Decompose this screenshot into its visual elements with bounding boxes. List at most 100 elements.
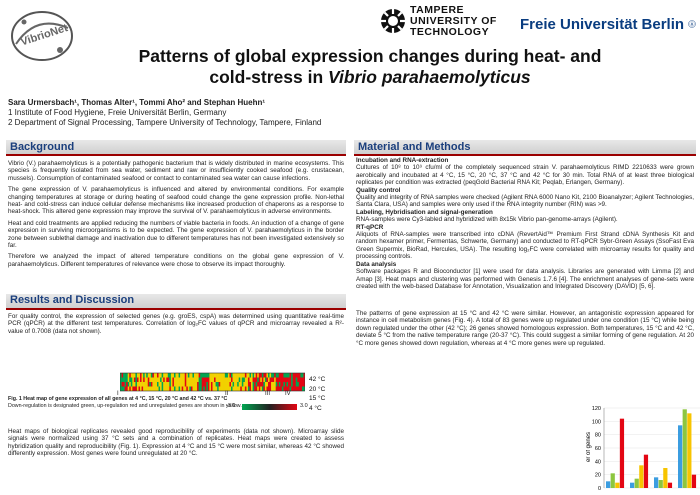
heatmap-cell xyxy=(281,382,284,387)
heatmap-cell xyxy=(126,386,129,391)
heatmap-cell xyxy=(238,382,241,387)
heatmap-cell xyxy=(200,373,203,378)
heatmap-cell xyxy=(186,377,189,382)
heatmap-cell xyxy=(243,377,246,382)
y-tick-label: 100 xyxy=(592,419,601,425)
heatmap-cell xyxy=(172,386,175,391)
heatmap-cell xyxy=(160,373,162,378)
heatmap-legend-min: -3.0 xyxy=(226,403,236,409)
heatmap-cell xyxy=(283,386,286,391)
heatmap-cell xyxy=(275,386,278,391)
heatmap-cell xyxy=(167,382,170,387)
heatmap-cell xyxy=(255,373,258,378)
heatmap-cell xyxy=(173,382,176,387)
heatmap-cell xyxy=(246,386,249,391)
heatmap-cell xyxy=(140,373,142,378)
heatmap-cell xyxy=(132,382,135,387)
heatmap-cell xyxy=(194,386,196,391)
heatmap-cell xyxy=(218,386,221,391)
heatmap-cell xyxy=(237,377,240,382)
heatmap-cell xyxy=(175,373,178,378)
heatmap-cell xyxy=(297,377,300,382)
bar xyxy=(687,413,692,488)
heatmap-cell xyxy=(141,382,144,387)
heatmap-cell xyxy=(127,373,130,378)
heatmap-cell xyxy=(231,377,233,382)
background-text: Vibrio (V.) parahaemolyticus is a potent… xyxy=(8,160,344,272)
heatmap-cell xyxy=(289,382,292,387)
heatmap-cell xyxy=(163,382,166,387)
heatmap-cell xyxy=(274,382,277,387)
heatmap-cell xyxy=(226,373,229,378)
heatmap-cell xyxy=(300,386,303,391)
heatmap-cell xyxy=(291,386,293,391)
heatmap-cell xyxy=(150,386,153,391)
heatmap-cell xyxy=(288,377,290,382)
heatmap-cell xyxy=(221,373,224,378)
heatmap-cell xyxy=(271,382,273,387)
heatmap-cell xyxy=(255,377,258,382)
heatmap-cell xyxy=(297,373,300,378)
vibrionet-logo-text: VibrioNet xyxy=(19,22,69,49)
heatmap-cell xyxy=(153,373,156,378)
heatmap-cell xyxy=(158,382,161,387)
heatmap-cell xyxy=(274,377,277,382)
heatmap-cell xyxy=(272,386,275,391)
heatmap-cell xyxy=(229,373,232,378)
heatmap-cell xyxy=(192,377,195,382)
heatmap-cell xyxy=(235,382,238,387)
heatmap-cell xyxy=(241,382,244,387)
heatmap-cell xyxy=(301,386,304,391)
heatmap-cell xyxy=(150,373,153,378)
heatmap-cell xyxy=(204,377,207,382)
heatmap-cell xyxy=(203,382,206,387)
heatmap-cell xyxy=(178,373,181,378)
heatmap-cell xyxy=(266,377,269,382)
heatmap-cell xyxy=(220,386,223,391)
background-paragraph-2: The gene expression of V. parahaemolytic… xyxy=(8,186,344,216)
heatmap-cell xyxy=(130,382,133,387)
tampere-emblem-icon xyxy=(381,9,405,33)
heatmap-cell xyxy=(232,386,235,391)
heatmap-cell xyxy=(264,382,267,387)
heatmap-cell xyxy=(123,377,125,382)
heatmap-cell xyxy=(177,386,179,391)
heatmap-cell xyxy=(251,373,253,378)
heatmap-cluster-markers: I II III IV xyxy=(115,391,315,401)
heatmap-cell xyxy=(269,377,272,382)
heatmap-cell xyxy=(243,386,246,391)
heatmap-cell xyxy=(140,377,142,382)
heatmap-cell xyxy=(170,382,173,387)
heatmap-cell xyxy=(175,386,178,391)
heatmap-cell xyxy=(195,373,198,378)
heatmap-cell xyxy=(198,386,201,391)
heatmap-cell xyxy=(244,382,247,387)
heatmap-cell xyxy=(126,382,129,387)
heatmap-cell xyxy=(257,382,260,387)
methods-heading-analysis: Data analysis xyxy=(356,260,397,268)
heatmap-cell xyxy=(197,373,199,378)
heatmap-cell xyxy=(120,377,122,382)
bar xyxy=(619,418,625,488)
results-paragraph-3: The patterns of gene expression at 15 °C… xyxy=(356,310,694,347)
heatmap-cell xyxy=(252,373,255,378)
heatmap-cell xyxy=(197,382,199,387)
heatmap-cell xyxy=(197,386,199,391)
methods-heading-labeling: Labeling, Hybridisation and signal-gener… xyxy=(356,208,493,216)
heatmap-cell xyxy=(281,386,284,391)
heatmap-cell xyxy=(269,373,272,378)
heatmap-cell xyxy=(295,386,298,391)
heatmap-cell xyxy=(244,377,247,382)
heatmap-cell xyxy=(175,382,178,387)
heatmap-cell xyxy=(289,373,292,378)
bar xyxy=(663,468,668,488)
heatmap-cell xyxy=(181,373,184,378)
y-tick-label: 40 xyxy=(595,459,601,465)
heatmap-cell xyxy=(206,373,209,378)
heatmap-cell xyxy=(280,377,283,382)
heatmap-cell xyxy=(263,377,266,382)
heatmap-cell xyxy=(275,373,278,378)
methods-section-bar xyxy=(354,140,696,156)
heatmap-cell xyxy=(260,377,263,382)
heatmap-cell xyxy=(231,373,233,378)
